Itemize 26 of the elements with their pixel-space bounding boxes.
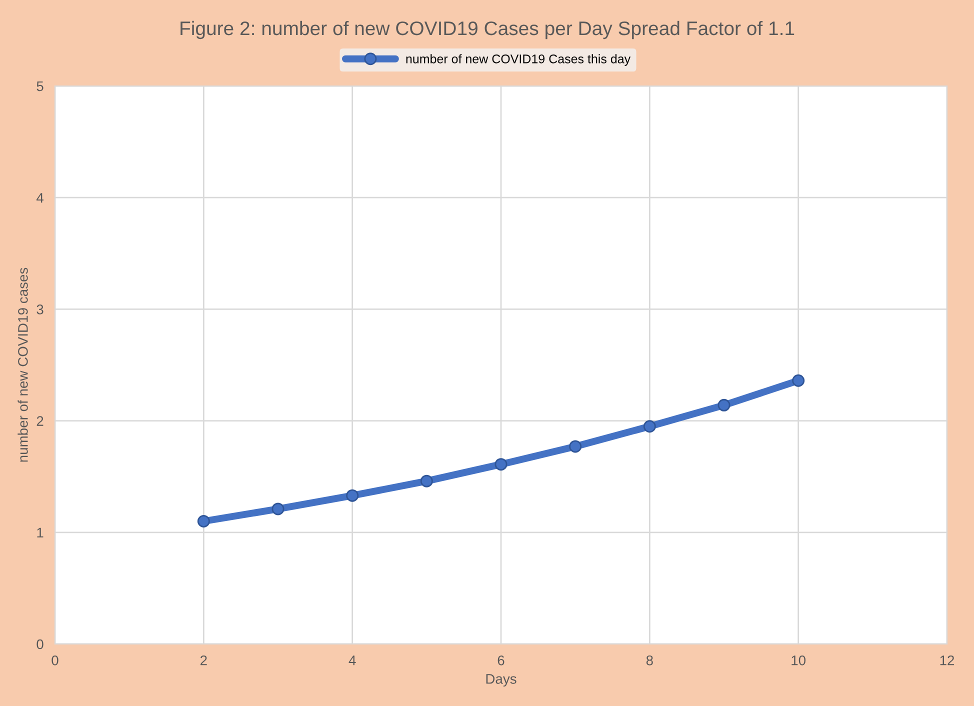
x-tick-label: 0 <box>52 655 58 666</box>
x-tick-label: 4 <box>348 656 356 666</box>
legend-label: number of new COVID19 Cases this day <box>406 54 631 66</box>
point <box>718 398 730 412</box>
x-tick-label: 12 <box>940 655 954 666</box>
x-tick-label: 8 <box>646 655 653 666</box>
y-tick-label: 3 <box>36 304 44 314</box>
point <box>272 502 284 516</box>
point <box>569 440 582 453</box>
y-axis-title: number of new COVID19 cases <box>18 268 28 462</box>
point <box>792 374 805 387</box>
point <box>494 458 508 471</box>
y-tick-label: 1 <box>37 528 44 538</box>
point <box>420 474 433 488</box>
x-tick-label: 10 <box>792 655 806 666</box>
chart-title: Figure 2: number of new COVID19 Cases per Day Spread Factor of 1.1 <box>180 20 794 40</box>
y-tick-label: 2 <box>36 416 44 426</box>
y-tick-label: 0 <box>36 639 44 650</box>
x-tick-label: 6 <box>498 655 504 666</box>
point <box>346 489 359 502</box>
y-tick-label: 4 <box>36 193 44 203</box>
x-tick-label: 2 <box>200 655 207 666</box>
x-axis-title: Days <box>486 674 516 687</box>
point <box>197 514 210 528</box>
point <box>643 420 656 433</box>
y-tick-label: 5 <box>36 81 44 92</box>
